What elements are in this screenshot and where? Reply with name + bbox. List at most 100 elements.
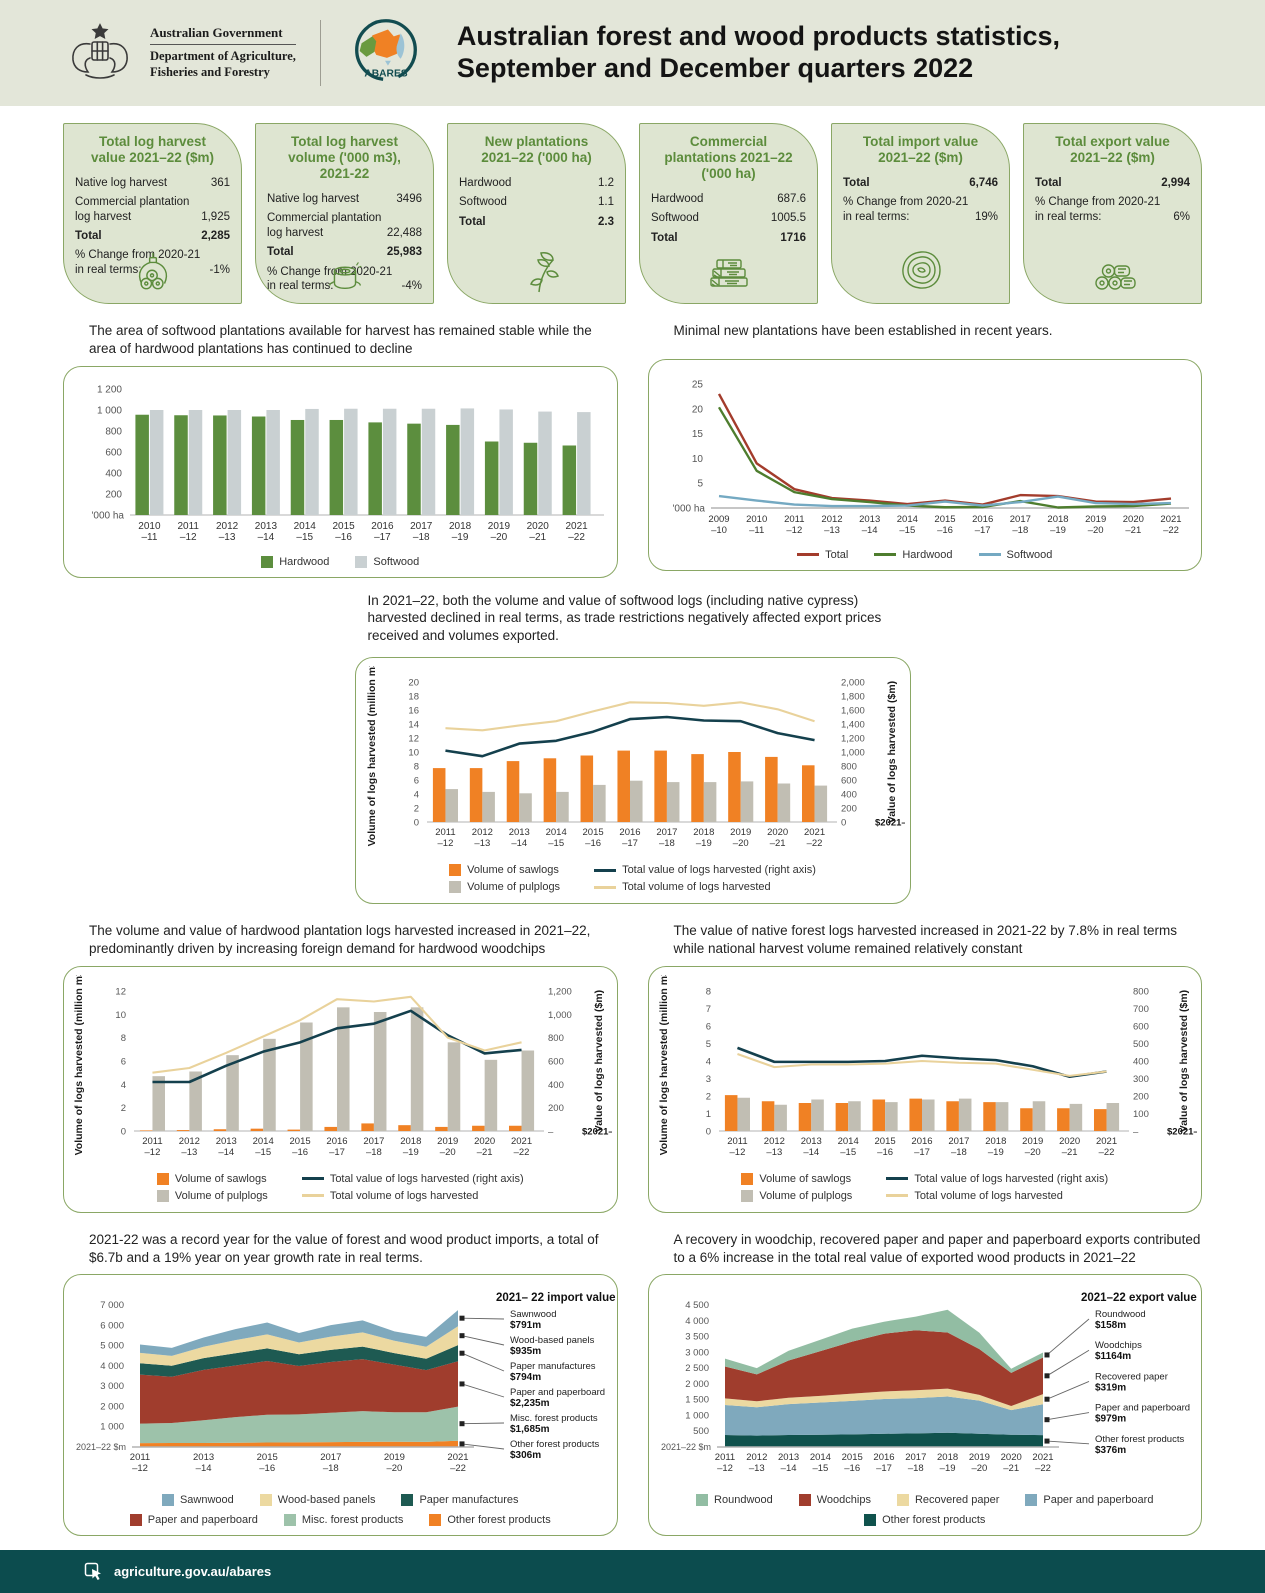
svg-text:–12: –12 [437,838,453,849]
svg-text:–15: –15 [812,1463,828,1474]
svg-text:$979m: $979m [1095,1414,1126,1425]
legend-label: Volume of sawlogs [759,1172,852,1185]
government-line: Australian Government [150,25,296,46]
svg-text:3 000: 3 000 [100,1381,124,1392]
legend-item: Softwood [978,548,1053,561]
legend-swatch-icon [741,1172,754,1185]
svg-text:2015: 2015 [333,521,356,532]
svg-text:–16: –16 [585,838,601,849]
svg-text:–22: –22 [1098,1147,1114,1158]
card-row-label: Softwood [651,212,699,225]
svg-text:14: 14 [408,720,419,731]
svg-text:1,200: 1,200 [548,986,572,997]
legend-swatch-icon [797,553,820,557]
svg-text:2021–22 $m: 2021–22 $m [661,1442,711,1452]
svg-text:8: 8 [705,986,710,997]
svg-text:–13: –13 [824,525,840,536]
svg-text:2013: 2013 [778,1452,799,1463]
svg-text:–21: –21 [1003,1463,1019,1474]
svg-text:1 200: 1 200 [97,384,122,395]
native-forest-logs-panel: 0 1 2 3 4 5 6 7 8 – 100 200 300 400 500 600 700 800 Volume… [647,965,1202,1213]
svg-text:–12: –12 [132,1463,148,1474]
svg-text:–21: –21 [1061,1147,1077,1158]
legend-label: Sawnwood [179,1494,234,1507]
svg-text:–12: –12 [729,1147,745,1158]
chart-title-plantation-area: The area of softwood plantations availab… [89,323,592,356]
card-row-label: % Change from 2020-21 in real terms: [1035,196,1161,223]
svg-text:ABARES: ABARES [364,68,407,79]
svg-text:5: 5 [705,1039,710,1050]
stat-card-export-value: Total export value 2021–22 ($m) Total 2,9… [1023,123,1202,304]
card-row-label: Commercial plantation log harvest [267,212,382,239]
legend-label: Total volume of logs harvested [622,881,771,894]
chart-title-softwood-logs: In 2021–22, both the volume and value of… [367,592,882,644]
legend-item: Other forest products [864,1514,985,1527]
svg-text:$2,235m: $2,235m [510,1398,550,1409]
svg-text:–13: –13 [766,1147,782,1158]
svg-text:2019: 2019 [384,1452,405,1463]
card-row-value: 6% [1173,210,1190,223]
svg-text:–12: –12 [180,532,197,543]
svg-text:2: 2 [121,1103,126,1114]
legend-item: Total volume of logs harvested [886,1190,1108,1202]
svg-text:2014: 2014 [837,1136,858,1147]
card-row-label: Total [843,176,870,189]
svg-text:–14: –14 [861,525,877,536]
svg-text:–11: –11 [749,525,764,536]
card-rows: Hardwood 1.2 Softwood 1.1 Total 2.3 [459,173,614,231]
svg-text:–13: –13 [749,1463,765,1474]
legend-label: Softwood [1006,548,1053,561]
legend-label: Total value of logs harvested (right axi… [914,1172,1109,1185]
svg-text:500: 500 [693,1427,709,1438]
svg-text:$2021–22: $2021–22 [1167,1126,1197,1137]
svg-text:Value of logs harvested ($m): Value of logs harvested ($m) [593,989,605,1131]
footer-url[interactable]: agriculture.gov.au/abares [114,1564,272,1580]
softwood-logs-chart: 0 2 4 6 8 10 12 14 16 18 20 0 200 400 600 800 1,000 1,200… [358,666,908,901]
exports-chart: 500 1 000 1 500 2 000 2 500 3 000 3 500 4 000 4 … [651,1283,1200,1533]
legend-label: Recovered paper [914,1494,1000,1507]
svg-text:–17: –17 [329,1147,345,1158]
svg-text:200: 200 [841,804,857,815]
charts-row-2: The volume and value of hardwood plantat… [0,904,1265,1213]
imports-chart: 1 000 2 000 3 000 4 000 5 000 6 000 7 000 2021–… [66,1283,616,1533]
svg-text:600: 600 [841,776,857,787]
card-row-label: Native log harvest [267,193,360,206]
svg-text:Volume of logs harvested (mill: Volume of logs harvested (million m3) [658,975,670,1155]
card-rows: Native log harvest 3496 Commercial plantat… [267,190,422,296]
svg-text:1 000: 1 000 [100,1422,124,1433]
svg-text:4 000: 4 000 [100,1361,124,1372]
legend-label: Volume of pulplogs [467,881,561,894]
svg-text:–13: –13 [474,838,490,849]
charts-row-middle: In 2021–22, both the volume and value of… [0,592,1265,905]
svg-text:2018: 2018 [400,1136,421,1147]
svg-text:2011: 2011 [435,827,455,838]
government-wordmark: Australian Government Department of Agri… [150,25,296,80]
svg-text:–20: –20 [440,1147,456,1158]
svg-text:–14: –14 [803,1147,819,1158]
svg-text:2016: 2016 [619,827,640,838]
legend-swatch-icon [594,868,617,872]
svg-text:0: 0 [121,1126,126,1137]
card-row: % Change from 2020-21 in real terms: 19% [843,193,998,227]
svg-text:$2021–22: $2021–22 [875,818,905,829]
svg-text:–22: –22 [1035,1463,1051,1474]
card-row-label: Total [459,215,486,228]
svg-text:2015: 2015 [582,827,603,838]
svg-text:10: 10 [116,1010,127,1021]
svg-text:Roundwood: Roundwood [1095,1309,1146,1320]
svg-text:2011: 2011 [178,521,200,532]
svg-text:2018: 2018 [937,1452,958,1463]
svg-text:–22: –22 [568,532,585,543]
chart-title-new-plantations: Minimal new plantations have been establ… [673,323,1053,338]
svg-text:–11: –11 [142,532,158,543]
legend-swatch-icon [1025,1494,1038,1507]
svg-text:–17: –17 [876,1463,892,1474]
card-row: Native log harvest 3496 [267,190,422,209]
svg-text:–21: –21 [530,532,547,543]
svg-text:2020: 2020 [1000,1452,1021,1463]
tree-stump-icon [256,250,433,296]
legend-swatch-icon [449,864,462,877]
card-row: Total 2.3 [459,212,614,231]
svg-text:2018: 2018 [985,1136,1006,1147]
